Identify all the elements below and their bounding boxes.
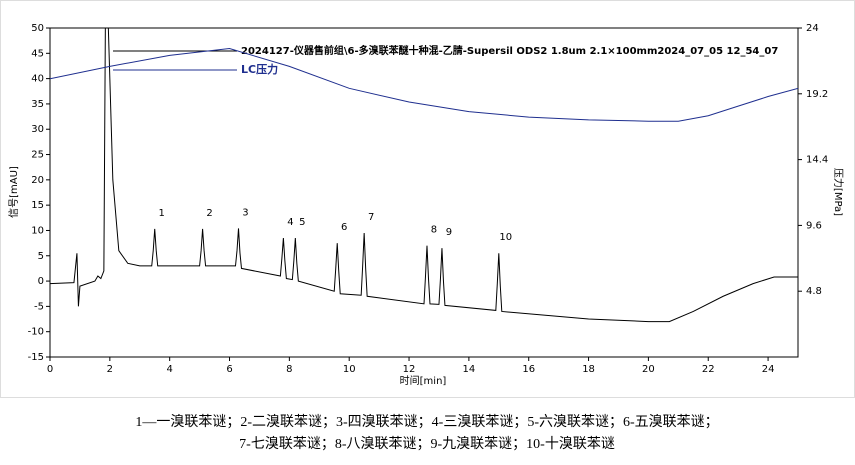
x-tick-label: 6 [226,364,232,375]
data-line [50,48,798,122]
y-tick-label: 10 [31,225,44,236]
x-tick-label: 0 [47,364,53,375]
peak-label: 3 [242,207,248,218]
y-tick-label: -10 [28,327,44,338]
peak-label: 1 [159,208,165,219]
frame [0,0,855,398]
x-tick-label: 18 [582,364,595,375]
y-tick-label: 50 [31,23,44,34]
y-axis-label: 信号[mAU] [8,166,20,218]
y2-tick-label: 14.4 [806,155,828,166]
caption: 7-七溴联苯谜；8-八溴联苯谜；9-九溴联苯谜；10-十溴联苯谜 [239,435,615,452]
y2-tick-label: 24 [806,23,819,34]
y-tick-label: 0 [38,276,44,287]
x-tick-label: 14 [463,364,476,375]
x-tick-label: 2 [107,364,113,375]
peak-label: 5 [299,217,305,228]
peak-label: 10 [499,232,512,243]
legend-entry: LC压力 [241,62,278,76]
x-tick-label: 20 [642,364,655,375]
legend-entry: 2024127-仪器售前组\6-多溴联苯醚十种混-乙腈-Supersil ODS… [241,44,778,57]
data-line [50,28,798,323]
y-tick-label: -5 [34,301,44,312]
x-axis-label: 时间[min] [400,374,447,387]
peak-label: 8 [431,225,437,236]
y2-tick-label: 9.6 [806,220,822,231]
x-tick-label: 8 [286,364,292,375]
y-tick-label: -15 [28,352,44,363]
y-tick-label: 20 [31,175,44,186]
y-tick-label: 25 [31,150,44,161]
x-tick-label: 24 [762,364,775,375]
peak-label: 6 [341,222,347,233]
caption: 1—一溴联苯谜；2-二溴联苯谜；3-四溴联苯谜；4-三溴联苯谜；5-六溴联苯谜；… [135,413,718,430]
y-tick-label: 5 [38,251,44,262]
peak-label: 9 [446,227,452,238]
x-tick-label: 12 [403,364,416,375]
y-tick-label: 40 [31,74,44,85]
x-tick-label: 22 [702,364,715,375]
peak-label: 4 [287,217,293,228]
x-tick-label: 10 [343,364,356,375]
y-tick-label: 45 [31,48,44,59]
y2-axis-label: 压力[MPa] [832,168,845,216]
y2-tick-label: 19.2 [806,89,828,100]
peak-label: 2 [206,208,212,219]
x-tick-label: 4 [166,364,172,375]
y2-tick-label: 4.8 [806,286,822,297]
x-tick-label: 16 [522,364,535,375]
peak-label: 7 [368,212,374,223]
y-tick-label: 35 [31,99,44,110]
y-tick-label: 30 [31,124,44,135]
y-tick-label: 15 [31,200,44,211]
plot-border [49,27,799,358]
